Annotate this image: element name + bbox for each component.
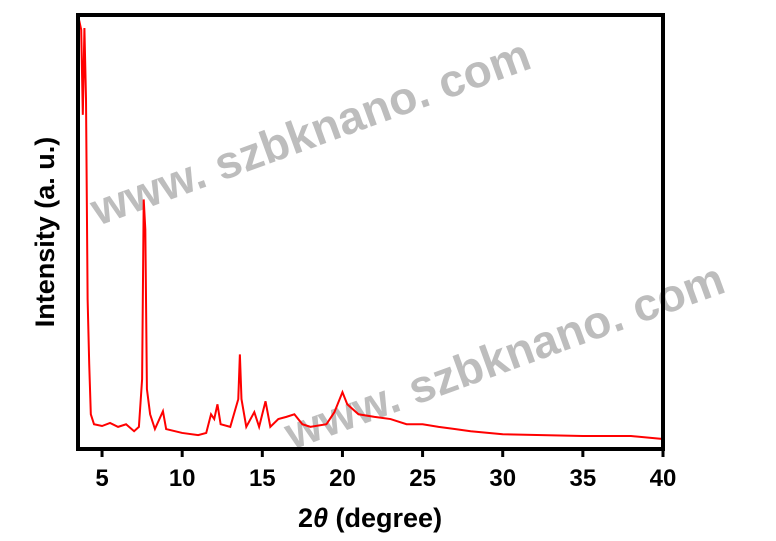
x-tick-label: 40 [650, 465, 677, 492]
x-tick-label: 35 [570, 465, 597, 492]
x-tick-label: 20 [329, 465, 356, 492]
y-axis-title: Intensity (a. u.) [30, 137, 60, 328]
watermark-text: www. szbknano. com [83, 28, 537, 236]
watermark-1: www. szbknano. com [83, 28, 537, 236]
plot-frame [76, 13, 665, 451]
x-tick-label: 30 [489, 465, 516, 492]
xrd-series-line [77, 14, 664, 441]
x-tick-label: 5 [95, 465, 108, 492]
x-tick-label: 15 [249, 465, 276, 492]
x-axis-title: 2θ (degree) [298, 503, 442, 533]
x-tick-label: 25 [409, 465, 436, 492]
x-tick-label: 10 [169, 465, 196, 492]
